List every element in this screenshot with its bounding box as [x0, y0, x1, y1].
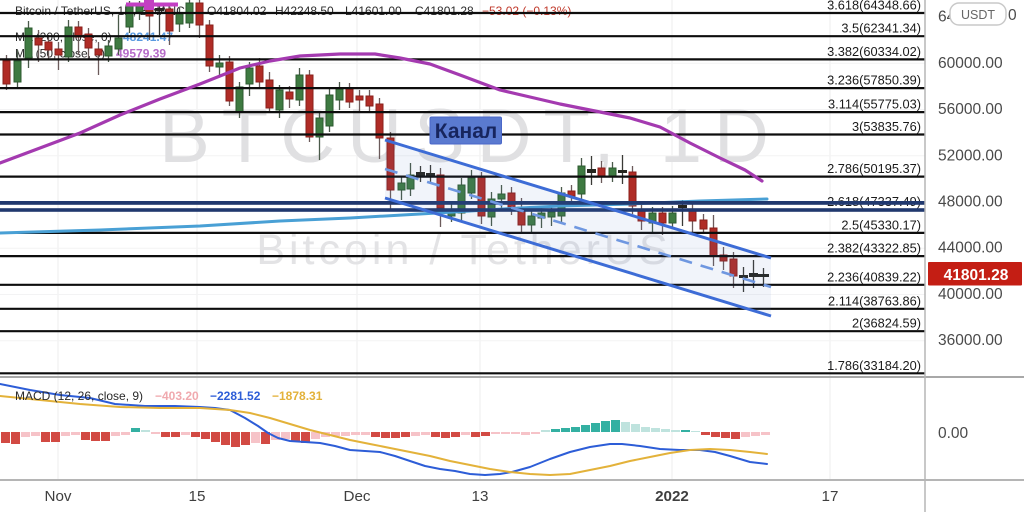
svg-text:3.236(57850.39): 3.236(57850.39) [827, 73, 921, 88]
svg-text:48000.00: 48000.00 [938, 194, 1003, 211]
svg-text:2.382(43322.85): 2.382(43322.85) [827, 241, 921, 256]
svg-text:3.114(55775.03): 3.114(55775.03) [828, 97, 921, 112]
svg-text:−1878.31: −1878.31 [272, 389, 323, 403]
svg-text:36000.00: 36000.00 [938, 332, 1003, 349]
svg-text:L41601.00: L41601.00 [345, 4, 402, 18]
svg-text:2.786(50195.37): 2.786(50195.37) [827, 161, 921, 176]
svg-text:−53.02 (−0.13%): −53.02 (−0.13%) [482, 4, 571, 18]
svg-text:H42248.50: H42248.50 [275, 4, 334, 18]
svg-text:13: 13 [472, 488, 489, 505]
svg-text:2.5(45330.17): 2.5(45330.17) [841, 217, 921, 232]
svg-text:−403.20: −403.20 [155, 389, 199, 403]
svg-text:Dec: Dec [343, 488, 370, 505]
svg-text:0: 0 [1008, 7, 1017, 24]
svg-text:USDT: USDT [961, 8, 995, 22]
svg-text:40000.00: 40000.00 [938, 286, 1003, 303]
svg-text:0.00: 0.00 [938, 425, 969, 442]
svg-text:3.382(60334.02): 3.382(60334.02) [827, 44, 921, 59]
svg-text:2(36824.59): 2(36824.59) [852, 316, 921, 331]
svg-text:C41801.28: C41801.28 [415, 4, 474, 18]
svg-text:3.618(64348.66): 3.618(64348.66) [827, 0, 921, 13]
svg-text:Nov: Nov [44, 488, 71, 505]
svg-text:52000.00: 52000.00 [938, 147, 1003, 164]
svg-text:3.5(62341.34): 3.5(62341.34) [841, 21, 921, 36]
svg-text:3(53835.76): 3(53835.76) [852, 119, 921, 134]
svg-text:2.236(40839.22): 2.236(40839.22) [827, 269, 921, 284]
svg-text:44000.00: 44000.00 [938, 240, 1003, 257]
svg-text:MACD (12, 26, close, 9): MACD (12, 26, close, 9) [15, 389, 143, 403]
svg-text:17: 17 [822, 488, 839, 505]
svg-text:41801.28: 41801.28 [944, 267, 1009, 284]
svg-text:2022: 2022 [655, 488, 689, 505]
svg-text:Канал: Канал [435, 120, 497, 143]
svg-text:60000.00: 60000.00 [938, 55, 1003, 72]
svg-text:O41804.02: O41804.02 [207, 4, 267, 18]
svg-text:−2281.52: −2281.52 [210, 389, 261, 403]
svg-text:1.786(33184.20): 1.786(33184.20) [827, 358, 921, 373]
svg-text:2.114(38763.86): 2.114(38763.86) [828, 293, 921, 308]
svg-text:15: 15 [189, 488, 206, 505]
svg-text:56000.00: 56000.00 [938, 101, 1003, 118]
svg-text:49579.39: 49579.39 [116, 47, 166, 61]
